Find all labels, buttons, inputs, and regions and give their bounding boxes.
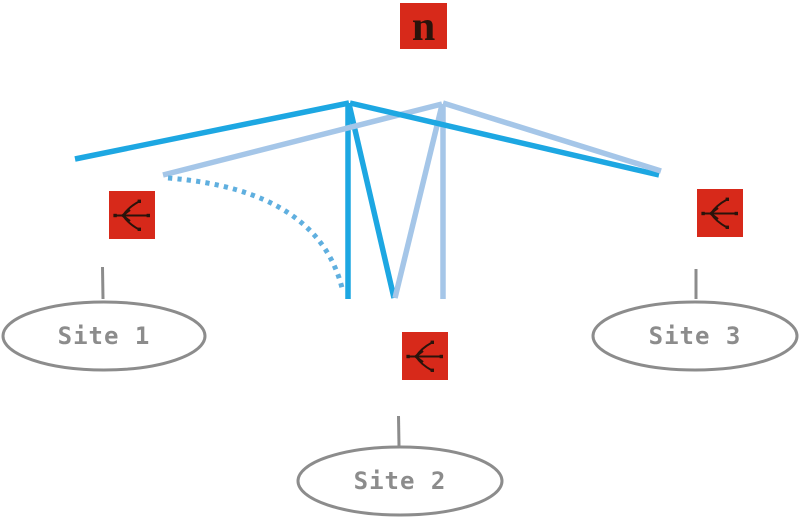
n-server-icon: n <box>412 4 435 50</box>
site-2-ellipse <box>296 445 504 517</box>
edge-light-right-long <box>442 100 662 174</box>
site-3-label: Site 3 <box>649 322 742 350</box>
edge-bright-steep <box>346 103 397 299</box>
edge-dotted-arc <box>167 175 346 293</box>
edge-bright-left-long <box>74 100 350 162</box>
site-connectors <box>101 266 698 447</box>
edge-light-steep <box>392 104 445 299</box>
site-nodes <box>1 300 799 517</box>
edge-bright-right-long <box>349 100 660 178</box>
site-1-label: Site 1 <box>58 322 151 350</box>
site-1-ellipse <box>1 300 207 372</box>
connector-site-1 <box>101 266 105 300</box>
site-2-label: Site 2 <box>354 467 447 495</box>
connector-site-2 <box>397 415 401 447</box>
edges <box>74 100 662 299</box>
n-server-node-box <box>400 3 447 49</box>
site-3-ellipse <box>591 300 799 372</box>
